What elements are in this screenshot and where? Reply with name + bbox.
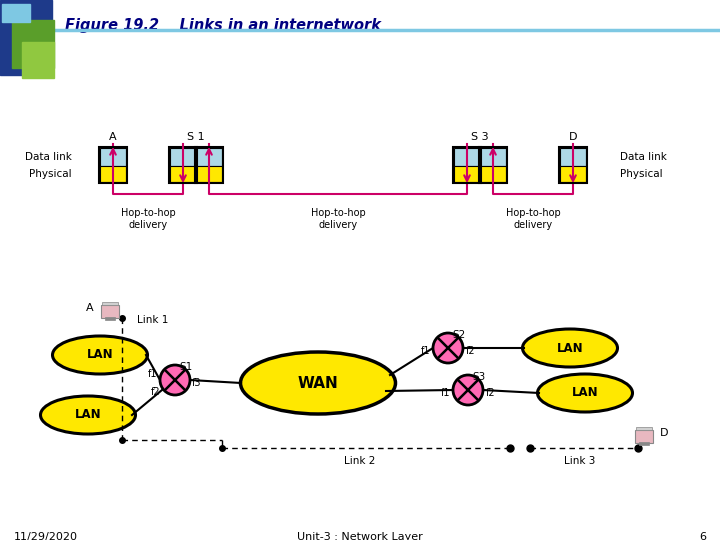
Text: Data link: Data link	[620, 152, 667, 162]
Text: S 3: S 3	[471, 132, 489, 142]
Text: f2: f2	[486, 388, 495, 398]
Bar	[169, 147, 197, 183]
Text: Link 1: Link 1	[137, 315, 168, 325]
Text: f2: f2	[150, 387, 160, 397]
Text: f2: f2	[466, 346, 476, 356]
Bar	[479, 147, 507, 183]
Text: A: A	[86, 303, 94, 313]
Bar	[100, 166, 126, 182]
Ellipse shape	[240, 352, 395, 414]
Bar	[560, 148, 586, 166]
Bar	[0, 0, 52, 75]
Text: Hop-to-hop
delivery: Hop-to-hop delivery	[310, 208, 365, 230]
Text: S2: S2	[452, 330, 465, 340]
Text: A: A	[109, 132, 117, 142]
Bar	[99, 147, 127, 183]
Text: LAN: LAN	[557, 341, 583, 354]
Text: S3: S3	[472, 372, 485, 382]
Bar	[635, 430, 653, 443]
Text: 11/29/2020: 11/29/2020	[14, 532, 78, 540]
Text: f3: f3	[192, 378, 202, 388]
Bar	[170, 166, 196, 182]
Bar	[639, 442, 649, 445]
Text: Physical: Physical	[620, 169, 662, 179]
Bar	[102, 302, 118, 305]
Text: S1: S1	[179, 362, 192, 372]
Text: Link 3: Link 3	[564, 456, 595, 466]
Circle shape	[160, 365, 190, 395]
Text: Physical: Physical	[30, 169, 72, 179]
Text: D: D	[569, 132, 577, 142]
Bar	[454, 166, 480, 182]
Text: Unit-3 : Network Layer: Unit-3 : Network Layer	[297, 532, 423, 540]
Bar	[559, 147, 587, 183]
Text: WAN: WAN	[297, 375, 338, 390]
Bar	[100, 148, 126, 166]
Bar	[2, 4, 30, 22]
Bar	[12, 20, 54, 68]
Bar	[101, 305, 119, 318]
Bar	[196, 166, 222, 182]
Bar	[105, 317, 115, 320]
Bar	[196, 148, 222, 166]
Text: Figure 19.2    Links in an internetwork: Figure 19.2 Links in an internetwork	[65, 18, 381, 33]
Text: LAN: LAN	[86, 348, 113, 361]
Text: LAN: LAN	[75, 408, 102, 422]
Bar	[480, 148, 506, 166]
Text: f1: f1	[420, 346, 430, 356]
Bar	[560, 166, 586, 182]
Text: Data link: Data link	[25, 152, 72, 162]
Bar	[22, 42, 54, 78]
Text: LAN: LAN	[572, 387, 598, 400]
Text: f1: f1	[148, 369, 157, 379]
Ellipse shape	[53, 336, 148, 374]
Bar	[170, 148, 196, 166]
Text: Link 2: Link 2	[344, 456, 376, 466]
Ellipse shape	[523, 329, 618, 367]
Text: f1: f1	[441, 388, 450, 398]
Circle shape	[433, 333, 463, 363]
Circle shape	[453, 375, 483, 405]
Bar	[195, 147, 223, 183]
Ellipse shape	[538, 374, 632, 412]
Ellipse shape	[40, 396, 135, 434]
Bar	[636, 427, 652, 430]
Text: S 1: S 1	[187, 132, 204, 142]
Text: Hop-to-hop
delivery: Hop-to-hop delivery	[505, 208, 560, 230]
Text: D: D	[660, 428, 668, 438]
Bar	[454, 148, 480, 166]
Text: Hop-to-hop
delivery: Hop-to-hop delivery	[121, 208, 176, 230]
Bar	[480, 166, 506, 182]
Text: 6: 6	[699, 532, 706, 540]
Bar	[453, 147, 481, 183]
